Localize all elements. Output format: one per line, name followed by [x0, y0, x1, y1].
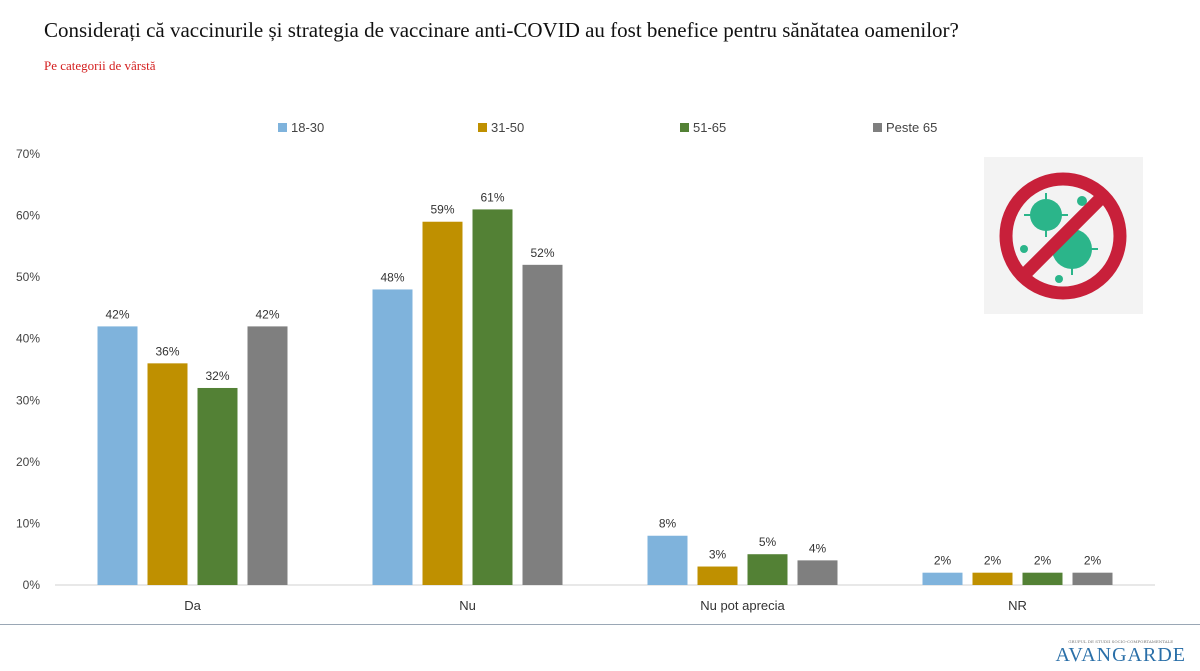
legend-label: 51-65 — [693, 120, 726, 135]
data-label: 42% — [255, 307, 279, 321]
legend-label: 31-50 — [491, 120, 524, 135]
data-label: 3% — [709, 548, 727, 562]
logo-name: AVANGARDE — [1055, 644, 1186, 666]
x-tick-label: Nu pot aprecia — [700, 598, 785, 613]
bar — [147, 363, 188, 585]
bar — [747, 554, 788, 585]
legend-swatch — [478, 123, 487, 132]
legend-swatch — [278, 123, 287, 132]
data-label: 52% — [530, 246, 554, 260]
bar — [422, 221, 463, 585]
chart-subtitle: Pe categorii de vârstă — [44, 58, 156, 73]
y-tick-label: 60% — [16, 209, 40, 223]
logo-tagline: GRUPUL DE STUDII SOCIO-COMPORTAMENTALE — [1068, 639, 1174, 644]
y-tick-label: 40% — [16, 332, 40, 346]
legend-swatch — [873, 123, 882, 132]
bar — [522, 264, 563, 585]
bar — [647, 535, 688, 585]
data-label: 5% — [759, 535, 777, 549]
bar — [472, 209, 513, 585]
bar — [972, 572, 1013, 585]
legend-swatch — [680, 123, 689, 132]
y-tick-label: 20% — [16, 455, 40, 469]
no-virus-image — [984, 157, 1143, 314]
bar — [372, 289, 413, 585]
bar — [697, 566, 738, 585]
data-label: 4% — [809, 541, 827, 555]
bar — [197, 387, 238, 585]
data-label: 48% — [380, 270, 404, 284]
chart-title: Considerați că vaccinurile și strategia … — [44, 18, 959, 42]
footer-divider — [0, 624, 1200, 625]
data-label: 2% — [934, 554, 952, 568]
x-tick-label: Nu — [459, 598, 476, 613]
y-tick-label: 0% — [23, 578, 41, 592]
x-tick-label: NR — [1008, 598, 1027, 613]
data-label: 42% — [105, 307, 129, 321]
y-tick-label: 10% — [16, 516, 40, 530]
no-virus-icon — [999, 172, 1127, 300]
bar — [922, 572, 963, 585]
avangarde-logo: GRUPUL DE STUDII SOCIO-COMPORTAMENTALE A… — [1055, 639, 1186, 667]
data-label: 59% — [430, 203, 454, 217]
data-label: 61% — [480, 190, 504, 204]
bar — [247, 326, 288, 585]
data-label: 2% — [1034, 554, 1052, 568]
data-label: 32% — [205, 369, 229, 383]
x-tick-label: Da — [184, 598, 201, 613]
legend-label: 18-30 — [291, 120, 324, 135]
y-tick-label: 50% — [16, 270, 40, 284]
bar — [97, 326, 138, 585]
bar — [1072, 572, 1113, 585]
bar — [797, 560, 838, 585]
y-tick-label: 30% — [16, 393, 40, 407]
legend-label: Peste 65 — [886, 120, 937, 135]
y-tick-label: 70% — [16, 147, 40, 161]
data-label: 2% — [1084, 554, 1102, 568]
data-label: 36% — [155, 344, 179, 358]
data-label: 8% — [659, 517, 677, 531]
data-label: 2% — [984, 554, 1002, 568]
bar — [1022, 572, 1063, 585]
